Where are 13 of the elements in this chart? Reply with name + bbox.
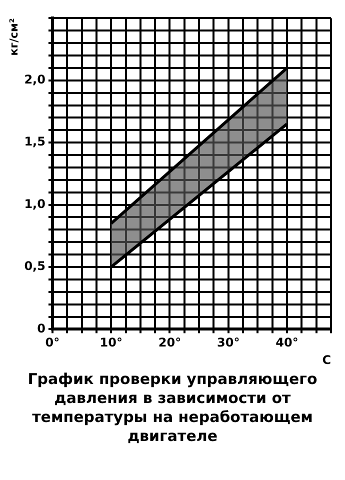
text: График проверки управляющего давления в зависимости от температуры на неработающем двигателе — [26, 370, 318, 446]
x-tick-label: 10° — [100, 336, 122, 350]
y-tick-label: 0 — [37, 321, 46, 336]
y-axis-title: кг/см² — [7, 18, 20, 56]
x-tick-label: 0° — [45, 336, 60, 350]
x-tick-label: 30° — [217, 336, 240, 350]
x-tick-label: 20° — [158, 336, 182, 350]
y-tick-label: 0,5 — [24, 259, 46, 274]
x-axis-title: C — [322, 352, 332, 367]
y-tick-label: 1,5 — [24, 134, 46, 149]
y-tick-label: 2,0 — [24, 72, 46, 87]
x-tick-label: 40° — [276, 336, 298, 350]
y-tick-label: 1,0 — [24, 196, 46, 211]
